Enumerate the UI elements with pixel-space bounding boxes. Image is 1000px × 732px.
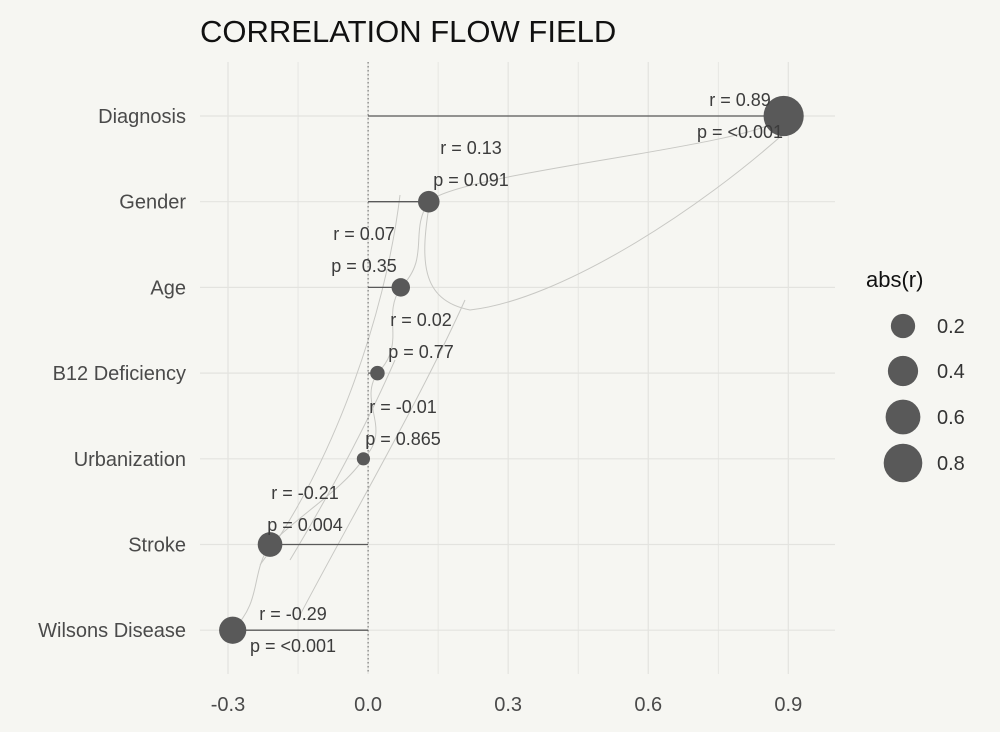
grid [200, 62, 835, 674]
point [391, 278, 411, 297]
point-label-r: r = 0.89 [709, 90, 771, 110]
flow-curve [428, 115, 785, 203]
point-label-r: r = -0.29 [259, 604, 327, 624]
y-tick-label: Diagnosis [98, 106, 186, 128]
chart-title: CORRELATION FLOW FIELD [200, 14, 616, 49]
points [219, 95, 804, 644]
x-tick-label: -0.3 [211, 694, 245, 716]
legend-label: 0.8 [937, 453, 965, 475]
point-labels: r = 0.89 p = <0.001 r = 0.13 p = 0.091 r = 0… [250, 90, 783, 656]
y-tick-label: B12 Deficiency [53, 363, 186, 385]
point [370, 365, 385, 381]
x-tick-label: 0.6 [634, 694, 662, 716]
y-tick-label: Urbanization [74, 449, 186, 471]
point [219, 616, 247, 644]
point-label-p: p = <0.001 [250, 636, 336, 656]
point [257, 532, 283, 557]
legend-label: 0.4 [937, 361, 965, 383]
legend-key [883, 443, 923, 483]
flow-curve [289, 359, 396, 561]
point [356, 452, 371, 466]
legend: abs(r) 0.2 0.4 0.6 0.8 [866, 267, 965, 483]
point-label-p: p = 0.091 [433, 170, 509, 190]
flow-curve [299, 299, 466, 616]
x-tick-label: 0.0 [354, 694, 382, 716]
legend-key [885, 399, 921, 435]
legend-key [887, 355, 919, 387]
point-label-p: p = 0.004 [267, 515, 343, 535]
flow-curve [259, 194, 401, 566]
point-label-r: r = 0.02 [390, 310, 452, 330]
point [763, 95, 804, 137]
point-label-r: r = -0.21 [271, 483, 339, 503]
flow-curve [363, 372, 378, 460]
flow-curve [424, 127, 791, 311]
point-label-p: p = 0.35 [331, 256, 397, 276]
y-tick-label: Wilsons Disease [38, 620, 186, 642]
y-tick-label: Stroke [128, 535, 186, 557]
x-tick-label: 0.3 [494, 694, 522, 716]
legend-key [890, 313, 916, 339]
x-tick-label: 0.9 [774, 694, 802, 716]
point-label-r: r = -0.01 [369, 397, 437, 417]
point-label-r: r = 0.13 [440, 138, 502, 158]
flow-curve [377, 287, 402, 374]
point-label-p: p = 0.865 [365, 429, 441, 449]
point-label-p: p = 0.77 [388, 342, 454, 362]
point [418, 190, 440, 213]
y-tick-label: Age [150, 277, 186, 299]
legend-label: 0.2 [937, 316, 965, 338]
legend-label: 0.6 [937, 407, 965, 429]
x-axis: -0.3 0.0 0.3 0.6 0.9 [211, 694, 802, 716]
legend-title: abs(r) [866, 267, 923, 292]
y-tick-label: Gender [119, 192, 186, 214]
point-label-p: p = <0.001 [697, 122, 783, 142]
y-axis: Diagnosis Gender Age B12 Deficiency Urbaniza… [38, 106, 186, 642]
point-label-r: r = 0.07 [333, 224, 395, 244]
